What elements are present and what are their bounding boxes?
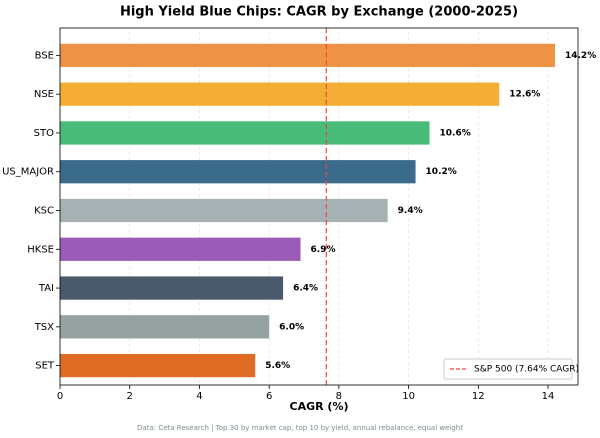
y-tick-label: SET — [35, 361, 55, 372]
value-label: 10.6% — [440, 128, 471, 138]
x-tick-label: 0 — [57, 391, 63, 402]
legend-label: S&P 500 (7.64% CAGR) — [474, 365, 579, 375]
x-tick-label: 10 — [402, 391, 415, 402]
value-label: 9.4% — [398, 206, 423, 216]
bar — [60, 43, 555, 68]
bar — [60, 353, 256, 378]
bar — [60, 237, 301, 261]
x-tick-label: 12 — [472, 391, 485, 402]
value-label: 14.2% — [565, 51, 596, 61]
y-tick-label: TAI — [38, 283, 54, 294]
footnote: Data: Ceta Research | Top 30 by market c… — [137, 424, 463, 432]
value-label: 6.4% — [293, 284, 318, 294]
x-tick-label: 14 — [542, 391, 555, 402]
value-label: 6.9% — [311, 245, 336, 255]
y-tick-label: HKSE — [27, 244, 54, 255]
y-tick-label: NSE — [34, 89, 54, 100]
y-tick-label: TSX — [34, 322, 54, 333]
bar — [60, 276, 284, 300]
legend-box — [443, 358, 573, 380]
value-label: 5.6% — [265, 361, 290, 371]
bar — [60, 82, 500, 106]
bar — [60, 315, 270, 339]
x-tick-label: 6 — [266, 391, 272, 402]
y-tick-label: BSE — [35, 50, 54, 61]
x-axis-label: CAGR (%) — [290, 400, 349, 413]
value-label: 12.6% — [509, 90, 540, 100]
x-tick-label: 2 — [127, 391, 133, 402]
plot-frame — [59, 27, 579, 386]
x-tick-label: 8 — [336, 391, 342, 402]
value-label: 6.0% — [279, 322, 304, 332]
y-tick-label: US_MAJOR — [2, 167, 54, 178]
y-tick-label: KSC — [34, 206, 54, 217]
bar — [60, 198, 388, 223]
chart-title: High Yield Blue Chips: CAGR by Exchange … — [120, 5, 518, 20]
bar — [60, 160, 416, 184]
bar — [60, 121, 430, 145]
value-label: 10.2% — [426, 167, 457, 177]
x-tick-label: 4 — [196, 391, 202, 402]
y-tick-label: STO — [34, 128, 54, 139]
